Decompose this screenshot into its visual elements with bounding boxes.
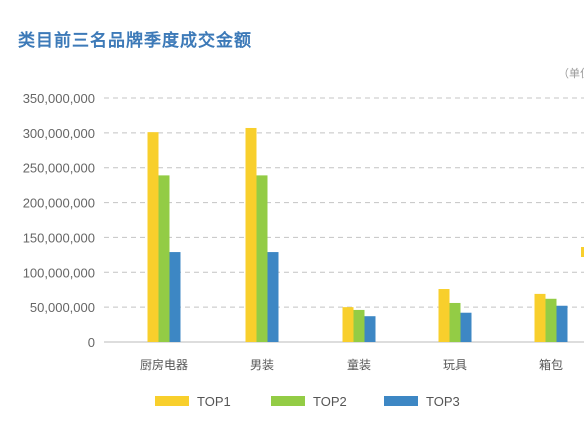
unit-label: （单位	[558, 67, 584, 80]
bar-top1-4[interactable]	[534, 293, 546, 342]
bar-top1-3[interactable]	[438, 289, 450, 342]
x-category-label: 箱包	[539, 357, 563, 372]
y-tick-label: 150,000,000	[23, 230, 95, 245]
bar-top2-4[interactable]	[545, 298, 557, 342]
bar-top3-0[interactable]	[169, 252, 181, 342]
bar-top3-1[interactable]	[267, 252, 279, 342]
bars	[147, 127, 568, 342]
x-category-label: 童装	[347, 357, 371, 372]
legend-label: TOP2	[313, 394, 347, 409]
y-tick-label: 50,000,000	[30, 300, 95, 315]
x-category-label: 玩具	[443, 358, 467, 372]
y-tick-label: 350,000,000	[23, 91, 95, 106]
x-category-label: 厨房电器	[140, 357, 188, 372]
bar-top1-0[interactable]	[147, 132, 159, 342]
legend-item-top3[interactable]: TOP3	[384, 394, 460, 409]
y-tick-label: 0	[88, 335, 95, 350]
legend-label: TOP3	[426, 394, 460, 409]
chart-title: 类目前三名品牌季度成交金额	[18, 31, 252, 51]
legend[interactable]: TOP1 TOP2 TOP3	[155, 394, 460, 409]
bar-top3-4[interactable]	[556, 305, 568, 342]
legend-swatch	[155, 396, 189, 406]
bar-top2-1[interactable]	[256, 175, 268, 342]
x-axis-categories: 厨房电器 男装 童装 玩具 箱包	[140, 357, 563, 372]
legend-item-top2[interactable]: TOP2	[271, 394, 347, 409]
legend-label: TOP1	[197, 394, 231, 409]
y-tick-label: 250,000,000	[23, 161, 95, 176]
bar-top3-2[interactable]	[364, 316, 376, 342]
bar-top2-0[interactable]	[158, 175, 170, 342]
bar-top1-1[interactable]	[245, 127, 257, 342]
bar-top2-3[interactable]	[449, 302, 461, 342]
y-axis-ticks: 0 50,000,000 100,000,000 150,000,000 200,000…	[23, 91, 95, 350]
y-tick-label: 200,000,000	[23, 196, 95, 211]
y-tick-label: 300,000,000	[23, 126, 95, 141]
bar-top2-2[interactable]	[353, 309, 365, 342]
x-category-label: 男装	[250, 358, 274, 372]
cropped-mark	[581, 247, 584, 257]
y-tick-label: 100,000,000	[23, 265, 95, 280]
bar-top3-3[interactable]	[460, 312, 472, 342]
bar-top1-2[interactable]	[342, 307, 354, 342]
legend-swatch	[384, 396, 418, 406]
legend-swatch	[271, 396, 305, 406]
legend-item-top1[interactable]: TOP1	[155, 394, 231, 409]
